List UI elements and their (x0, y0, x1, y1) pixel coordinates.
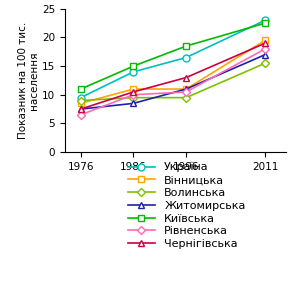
Legend: Україна, Вінницька, Волинська, Житомирська, Київська, Рівненська, Чернігівська: Україна, Вінницька, Волинська, Житомирсь… (123, 158, 250, 253)
Y-axis label: Показник на 100 тис.
населення: Показник на 100 тис. населення (17, 22, 39, 139)
